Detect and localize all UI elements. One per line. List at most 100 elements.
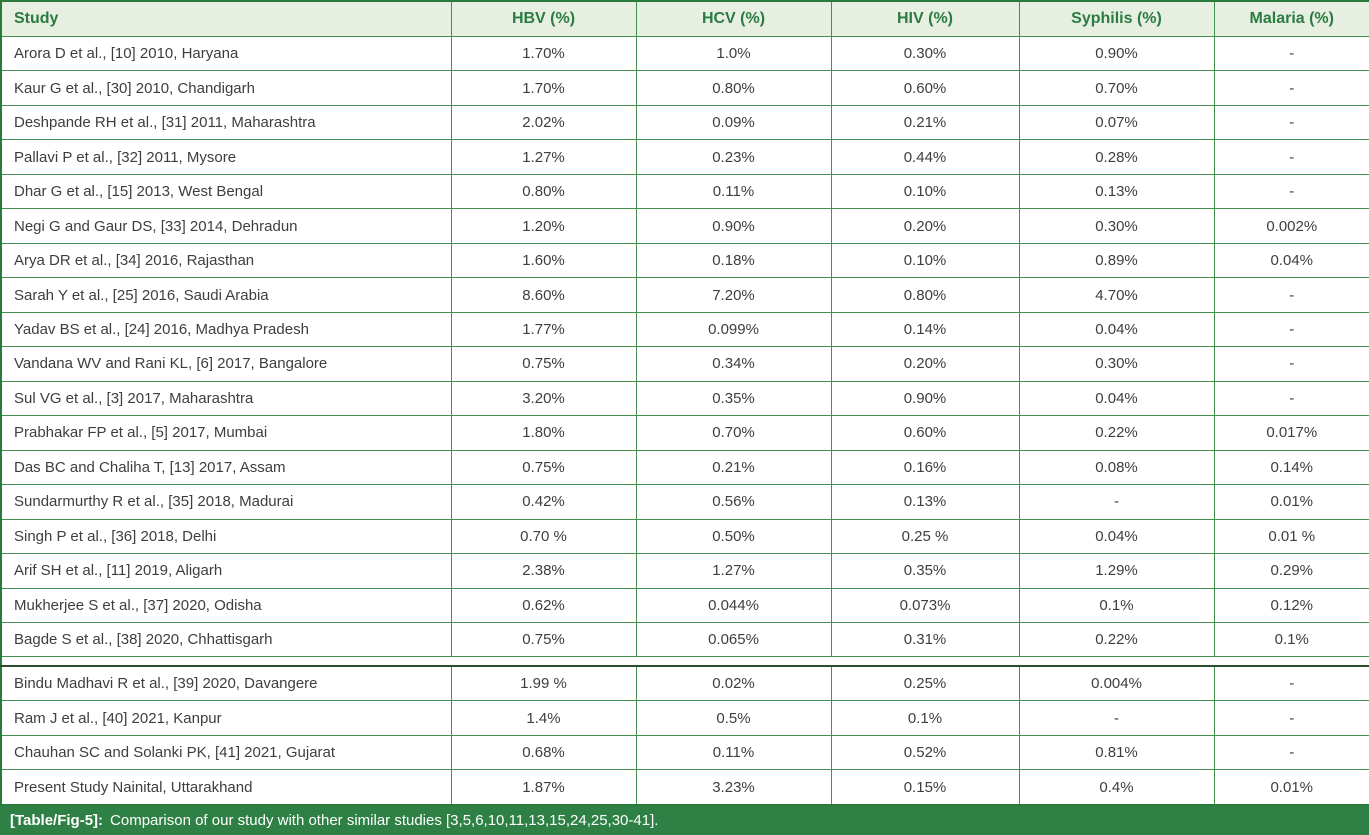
value-cell: 0.10% (830, 242, 1020, 279)
value-cell: - (1213, 700, 1369, 736)
table-row: Bagde S et al., [38] 2020, Chhattisgarh 0… (0, 621, 1369, 658)
value-cell: 1.27% (450, 139, 637, 175)
study-cell: Chauhan SC and Solanki PK, [41] 2021, Gu… (0, 734, 452, 771)
value-cell: 0.80% (635, 70, 832, 106)
value-cell: 0.25% (830, 665, 1020, 702)
value-cell: 0.017% (1213, 415, 1369, 451)
value-cell: 0.68% (450, 734, 637, 771)
value-cell: 0.01% (1213, 484, 1369, 520)
value-cell: 0.04% (1018, 518, 1215, 555)
value-cell: 0.07% (1018, 104, 1215, 141)
value-cell: 0.13% (830, 484, 1020, 520)
value-cell: 0.1% (830, 700, 1020, 736)
value-cell: 0.30% (1018, 208, 1215, 244)
value-cell: 1.0% (635, 35, 832, 72)
value-cell: 0.20% (830, 346, 1020, 382)
value-cell: 0.56% (635, 484, 832, 520)
value-cell: 0.75% (450, 346, 637, 382)
value-cell: 0.14% (830, 311, 1020, 348)
value-cell: 0.30% (830, 35, 1020, 72)
study-cell: Arora D et al., [10] 2010, Haryana (0, 35, 452, 72)
study-cell: Kaur G et al., [30] 2010, Chandigarh (0, 70, 452, 106)
value-cell: 0.11% (635, 173, 832, 210)
value-cell: 3.23% (635, 769, 832, 806)
value-cell: 0.80% (450, 173, 637, 210)
column-header-hbv: HBV (%) (450, 0, 637, 37)
table-row: Das BC and Chaliha T, [13] 2017, Assam 0.… (0, 449, 1369, 486)
study-cell: Negi G and Gaur DS, [33] 2014, Dehradun (0, 208, 452, 244)
table-row: Sul VG et al., [3] 2017, Maharashtra 3.20… (0, 380, 1369, 417)
value-cell: 0.35% (635, 380, 832, 417)
table-header: Study HBV (%) HCV (%) HIV (%) Syphilis (… (0, 0, 1369, 37)
column-header-study: Study (0, 0, 452, 37)
value-cell: 0.62% (450, 587, 637, 623)
value-cell: 0.22% (1018, 415, 1215, 451)
value-cell: 2.38% (450, 553, 637, 589)
value-cell: 4.70% (1018, 277, 1215, 313)
value-cell: 0.50% (635, 518, 832, 555)
value-cell: 0.065% (635, 621, 832, 658)
table-row: Pallavi P et al., [32] 2011, Mysore 1.27%… (0, 139, 1369, 175)
table-row: Vandana WV and Rani KL, [6] 2017, Bangal… (0, 346, 1369, 382)
value-cell: 0.002% (1213, 208, 1369, 244)
value-cell: 0.60% (830, 70, 1020, 106)
table-row: Chauhan SC and Solanki PK, [41] 2021, Gu… (0, 734, 1369, 771)
study-cell: Sul VG et al., [3] 2017, Maharashtra (0, 380, 452, 417)
value-cell: 1.60% (450, 242, 637, 279)
value-cell: 0.22% (1018, 621, 1215, 658)
value-cell: 0.18% (635, 242, 832, 279)
value-cell: 8.60% (450, 277, 637, 313)
value-cell: 0.02% (635, 665, 832, 702)
study-cell: Sundarmurthy R et al., [35] 2018, Madura… (0, 484, 452, 520)
value-cell: - (1213, 311, 1369, 348)
study-cell: Bagde S et al., [38] 2020, Chhattisgarh (0, 621, 452, 658)
section-break (1, 656, 1369, 667)
table-body: Arora D et al., [10] 2010, Haryana 1.70% 1… (0, 35, 1369, 806)
study-cell: Bindu Madhavi R et al., [39] 2020, Davan… (0, 665, 452, 702)
value-cell: 0.42% (450, 484, 637, 520)
value-cell: 0.25 % (830, 518, 1020, 555)
study-cell: Arif SH et al., [11] 2019, Aligarh (0, 553, 452, 589)
value-cell: 1.70% (450, 35, 637, 72)
column-header-syphilis: Syphilis (%) (1018, 0, 1215, 37)
value-cell: 1.99 % (450, 665, 637, 702)
table-row: Ram J et al., [40] 2021, Kanpur 1.4% 0.5% 0… (0, 700, 1369, 736)
value-cell: - (1213, 734, 1369, 771)
study-cell: Present Study Nainital, Uttarakhand (0, 769, 452, 806)
table-row: Singh P et al., [36] 2018, Delhi 0.70 % 0.… (0, 518, 1369, 555)
study-cell: Pallavi P et al., [32] 2011, Mysore (0, 139, 452, 175)
value-cell: 1.80% (450, 415, 637, 451)
value-cell: - (1213, 104, 1369, 141)
study-cell: Yadav BS et al., [24] 2016, Madhya Prade… (0, 311, 452, 348)
value-cell: 0.08% (1018, 449, 1215, 486)
value-cell: - (1213, 665, 1369, 702)
value-cell: 0.12% (1213, 587, 1369, 623)
value-cell: 0.90% (1018, 35, 1215, 72)
value-cell: 0.1% (1213, 621, 1369, 658)
value-cell: - (1213, 70, 1369, 106)
section-break-cell (1, 656, 1369, 667)
value-cell: 0.14% (1213, 449, 1369, 486)
value-cell: 0.09% (635, 104, 832, 141)
value-cell: 0.75% (450, 449, 637, 486)
value-cell: 0.15% (830, 769, 1020, 806)
value-cell: 0.90% (830, 380, 1020, 417)
value-cell: 0.52% (830, 734, 1020, 771)
value-cell: 0.34% (635, 346, 832, 382)
value-cell: 0.44% (830, 139, 1020, 175)
table-row: Negi G and Gaur DS, [33] 2014, Dehradun 1… (0, 208, 1369, 244)
value-cell: 0.80% (830, 277, 1020, 313)
column-header-hiv: HIV (%) (830, 0, 1020, 37)
value-cell: - (1213, 346, 1369, 382)
value-cell: 0.90% (635, 208, 832, 244)
value-cell: 0.23% (635, 139, 832, 175)
value-cell: 0.1% (1018, 587, 1215, 623)
value-cell: - (1213, 35, 1369, 72)
value-cell: - (1213, 380, 1369, 417)
value-cell: 0.4% (1018, 769, 1215, 806)
value-cell: 0.81% (1018, 734, 1215, 771)
value-cell: 1.27% (635, 553, 832, 589)
value-cell: 0.20% (830, 208, 1020, 244)
figure-caption-bar: [Table/Fig-5]: Comparison of our study w… (0, 806, 1369, 835)
